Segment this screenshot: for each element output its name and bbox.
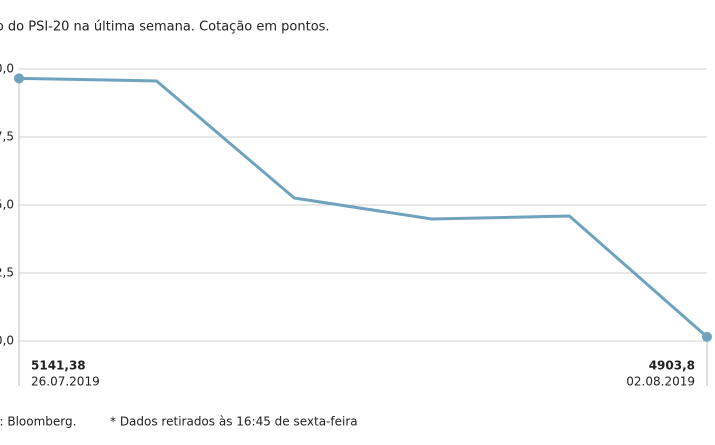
x-tick-label: 26.07.2019 (31, 375, 100, 389)
source: Fonte: Bloomberg. (0, 415, 76, 429)
value-label: 4903,8 (649, 359, 695, 373)
value-label: 5141,38 (31, 359, 86, 373)
y-tick-label: 4900,0 (0, 334, 14, 348)
y-tick-label: 5150,0 (0, 62, 14, 76)
end-point (14, 73, 24, 84)
y-tick-label: 4962,5 (0, 266, 14, 280)
end-point (702, 331, 712, 342)
note: * Dados retirados às 16:45 de sexta-feir… (110, 415, 358, 429)
data-line (18, 76, 708, 338)
chart-title: Evolução do PSI-20 na última semana. Cot… (0, 20, 330, 35)
y-tick-label: 5025,0 (0, 198, 14, 212)
y-tick-label: 5087,5 (0, 130, 14, 144)
x-tick-label: 02.08.2019 (626, 375, 695, 389)
